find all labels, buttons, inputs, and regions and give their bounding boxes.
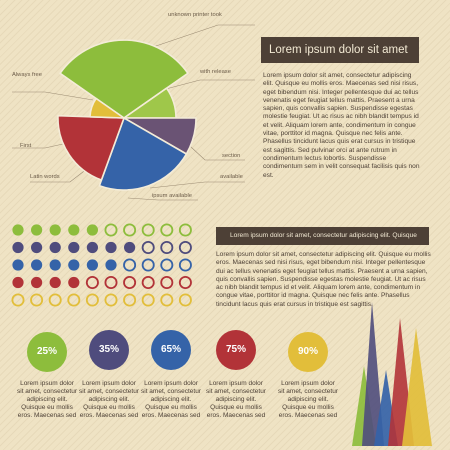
body-paragraph-middle: Lorem ipsum dolor sit amet, consectetur … <box>216 251 431 308</box>
stat-circle-3: 65% <box>151 330 191 370</box>
dot-r5-c1 <box>11 293 25 307</box>
dot-r2-c4 <box>68 241 80 254</box>
dot-r1-c7 <box>123 223 137 237</box>
stat-text-4: Lorem ipsum dolor sit amet, consectetur … <box>206 380 266 420</box>
dot-r4-c5 <box>85 275 99 289</box>
triangle-navy <box>362 302 384 446</box>
wedge-red <box>57 114 125 181</box>
dot-r3-c10 <box>178 258 192 272</box>
dot-r5-c8 <box>141 293 155 307</box>
label-first: First <box>20 143 32 149</box>
dot-r1-c5 <box>86 224 98 236</box>
dot-r2-c10 <box>178 240 192 254</box>
dot-r4-c2 <box>30 276 43 289</box>
dot-r1-c10 <box>178 223 192 237</box>
dot-r5-c10 <box>178 293 192 307</box>
dot-r5-c5 <box>85 293 99 307</box>
dot-r5-c3 <box>48 293 62 307</box>
dot-r1-c1 <box>12 224 24 236</box>
dot-r3-c1 <box>12 259 24 271</box>
dot-r1-c3 <box>49 224 61 236</box>
dot-r3-c6 <box>105 259 117 271</box>
dot-r2-c6 <box>105 241 117 254</box>
dot-r4-c4 <box>68 276 80 289</box>
dot-r4-c1 <box>12 276 24 289</box>
dot-r1-c8 <box>141 223 155 237</box>
dot-r2-c2 <box>30 241 43 254</box>
stat-text-5: Lorem ipsum dolor sit amet, consectetur … <box>278 380 338 420</box>
stat-circle-5: 90% <box>288 332 328 372</box>
dot-r2-c3 <box>49 241 61 254</box>
dot-r2-c9 <box>160 240 174 254</box>
dot-r4-c7 <box>123 275 137 289</box>
stat-text-2: Lorem ipsum dolor sit amet, consectetur … <box>79 380 139 420</box>
label-with-release: with release <box>200 69 231 75</box>
label-always-free: Always free <box>12 72 42 78</box>
stat-text-1: Lorem ipsum dolor sit amet, consectetur … <box>17 380 77 420</box>
dot-r3-c7 <box>123 258 137 272</box>
dot-r3-c9 <box>160 258 174 272</box>
dot-r3-c3 <box>49 259 61 271</box>
label-available: available <box>220 174 243 180</box>
body-paragraph-top: Lorem ipsum dolor sit amet, consectetur … <box>263 72 420 179</box>
wedge-blue <box>98 117 188 191</box>
section-title: Lorem ipsum dolor sit amet <box>261 37 419 63</box>
dot-r3-c4 <box>68 259 80 271</box>
dot-r5-c2 <box>30 293 44 307</box>
dot-r5-c7 <box>123 293 137 307</box>
stat-circle-4: 75% <box>216 330 256 370</box>
dot-r1-c6 <box>104 223 118 237</box>
dot-r4-c10 <box>178 275 192 289</box>
triangle-chart <box>352 302 432 446</box>
dot-r5-c6 <box>104 293 118 307</box>
dot-r2-c5 <box>86 241 98 254</box>
dot-r4-c9 <box>160 275 174 289</box>
dot-r3-c8 <box>141 258 155 272</box>
dot-matrix <box>11 223 192 307</box>
dot-r2-c1 <box>12 241 24 254</box>
dot-r2-c8 <box>141 240 155 254</box>
dot-r5-c4 <box>67 293 81 307</box>
sub-heading: Lorem ipsum dolor sit amet, consectetur … <box>216 227 429 245</box>
label-latin-words: Latin words <box>30 174 60 180</box>
label-ipsum-available: ipsum available <box>152 193 192 199</box>
dot-r1-c4 <box>68 224 80 236</box>
label-unknown-printer: unknown printer took <box>168 12 222 18</box>
stat-circle-1: 25% <box>27 332 67 372</box>
dot-r1-c2 <box>30 224 43 236</box>
dot-r2-c7 <box>124 241 136 254</box>
stat-circle-2: 35% <box>89 330 129 370</box>
dot-r3-c2 <box>30 259 43 271</box>
dot-r4-c3 <box>49 276 61 289</box>
wedge-yellow <box>89 97 125 119</box>
triangle-yellow <box>402 328 432 446</box>
label-section: section <box>222 153 241 159</box>
dot-r3-c5 <box>86 259 98 271</box>
dot-r4-c8 <box>141 275 155 289</box>
wedge-green-large <box>59 39 189 119</box>
dot-r5-c9 <box>160 293 174 307</box>
dot-r1-c9 <box>160 223 174 237</box>
stat-text-3: Lorem ipsum dolor sit amet, consectetur … <box>141 380 201 420</box>
dot-r4-c6 <box>104 275 118 289</box>
